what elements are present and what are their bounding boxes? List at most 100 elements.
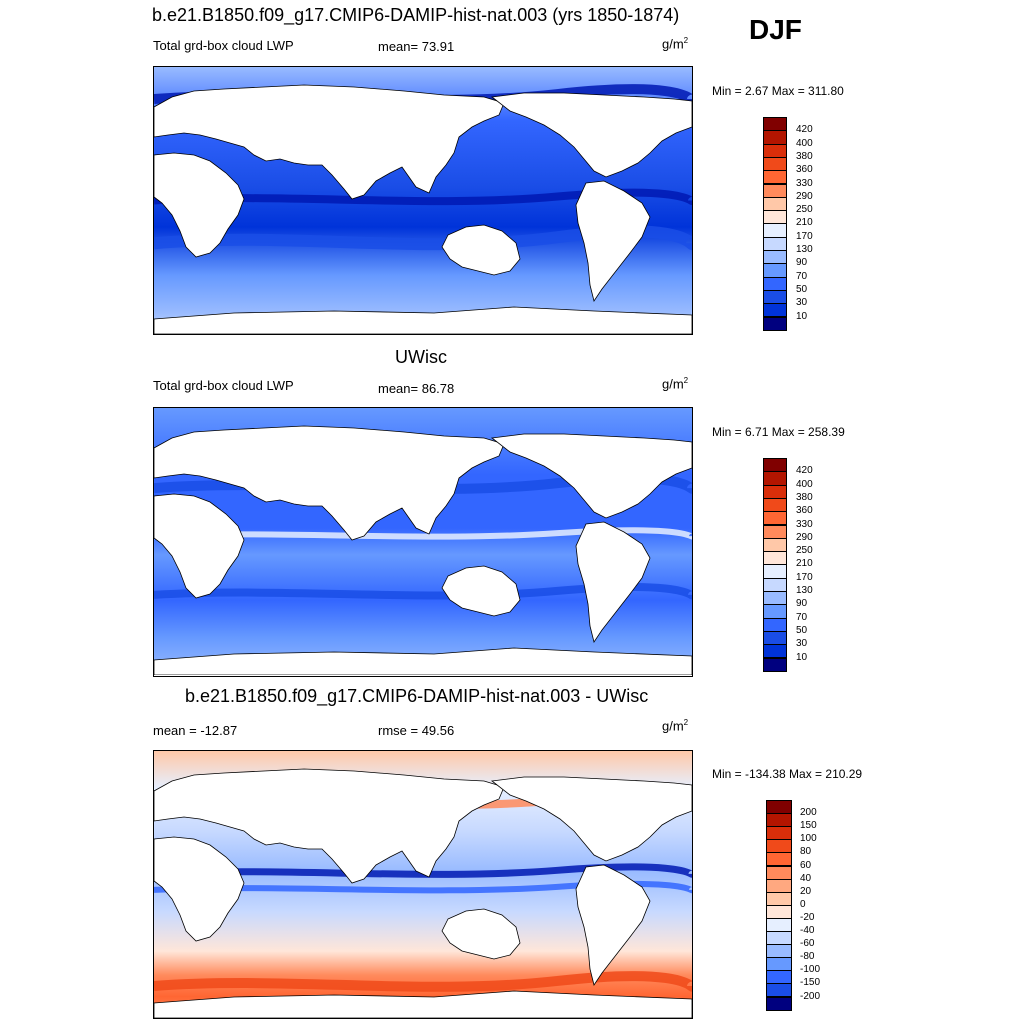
colorbar-box [763,484,787,499]
land-outline [154,836,245,942]
colorbar-box [763,263,787,278]
land-outline [575,864,651,986]
land-outline [490,92,692,178]
season-label: DJF [749,14,802,45]
colorbar-tick-label: -80 [800,951,815,963]
panel-2-map [153,407,693,677]
colorbar-box [763,196,787,212]
colorbar-tick-label: 0 [800,898,806,910]
colorbar-tick-label: 170 [796,571,813,583]
colorbar-tick-label: -40 [800,925,815,936]
colorbar-box [763,458,787,473]
colorbar-box [763,223,787,238]
colorbar-tick-label: -100 [800,964,821,976]
panel-2-variable-label: Total grd-box cloud LWP [153,378,294,393]
colorbar-tick-label: -20 [800,911,815,923]
colorbar-tick-label: 40 [800,872,812,884]
panel-1-variable-label: Total grd-box cloud LWP [153,38,294,53]
land-outline [154,990,692,1018]
land-outline [575,521,651,643]
colorbar-box [766,983,792,998]
colorbar-box [763,143,787,158]
colorbar-box [763,617,787,632]
colorbar-box [763,156,787,172]
colorbar-box [763,604,787,619]
colorbar-box [763,577,787,592]
colorbar-tick-label: 400 [796,478,813,490]
colorbar-tick-label: 50 [796,283,808,295]
colorbar-box [763,511,787,526]
colorbar-tick-label: 70 [796,270,808,282]
colorbar-tick-label: 360 [796,505,813,517]
colorbar-box [763,276,787,291]
panel-3-rmse: rmse = 49.56 [378,723,455,738]
panel-1-mean: mean= 73.91 [378,39,455,54]
panel-1-units: g/m2 [662,36,689,52]
colorbar-box [763,316,787,331]
colorbar-tick-label: 60 [800,859,812,871]
land-outline [575,180,651,302]
colorbar-tick-label: 380 [796,491,813,503]
colorbar-tick-label: 90 [796,257,808,269]
colorbar-box [763,183,787,198]
colorbar-box [766,865,792,880]
colorbar-box [763,657,787,672]
colorbar-box [763,537,787,553]
colorbar-box [766,800,792,815]
colorbar-box [766,917,792,932]
colorbar-box [766,839,792,854]
colorbar-box [763,289,787,305]
colorbar-tick-label: 360 [796,164,813,176]
colorbar-tick-label: -200 [800,990,821,1002]
colorbar-tick-label: 250 [796,204,813,216]
panel-1-map [153,66,693,335]
panel-2-units: g/m2 [662,376,689,392]
colorbar-box [763,551,787,566]
colorbar-tick-label: 210 [796,217,813,229]
land-outline [154,768,505,884]
colorbar-tick-label: 130 [796,244,813,255]
colorbar-tick-label: 130 [796,585,813,596]
colorbar-tick-label: 290 [796,190,813,202]
colorbar-tick-label: 10 [796,651,808,663]
colorbar-box [766,891,792,906]
land-outline [490,776,692,862]
colorbar-box [763,170,787,185]
colorbar-tick-label: 80 [800,846,812,858]
colorbar-tick-label: 290 [796,531,813,543]
colorbar-box [763,210,787,225]
land-outline [154,152,245,258]
colorbar-tick-label: 10 [796,310,808,322]
colorbar-box [766,813,792,828]
colorbar-tick-label: 200 [800,807,817,819]
land-outline [441,908,521,960]
colorbar-tick-label: 150 [800,820,817,832]
colorbar-box [766,826,792,841]
colorbar-box [766,970,792,985]
colorbar-box [763,630,787,646]
colorbar-tick-label: -60 [800,938,815,950]
colorbar-tick-label: 380 [796,150,813,162]
colorbar-tick-label: 100 [800,833,817,845]
colorbar-box [763,564,787,579]
colorbar-tick-label: 30 [796,638,808,650]
panel-3-map [153,750,693,1019]
panel-3-mean: mean = -12.87 [153,723,238,738]
colorbar-box [763,497,787,513]
land-outline [441,224,521,276]
panel-1-title: b.e21.B1850.f09_g17.CMIP6-DAMIP-hist-nat… [152,5,680,25]
colorbar-tick-label: -150 [800,977,821,989]
land-outline [154,306,692,334]
land-outline [441,565,521,617]
colorbar-tick-label: 420 [796,124,813,136]
land-outline [154,493,245,599]
colorbar-box [763,236,787,251]
colorbar-tick-label: 400 [796,137,813,149]
colorbar-tick-label: 20 [800,885,812,897]
colorbar-box [763,644,787,659]
colorbar-box [766,878,792,893]
colorbar-tick-label: 330 [796,177,813,189]
colorbar-box [766,944,792,959]
panel-2-minmax: Min = 6.71 Max = 258.39 [712,425,845,439]
colorbar-box [763,303,787,318]
